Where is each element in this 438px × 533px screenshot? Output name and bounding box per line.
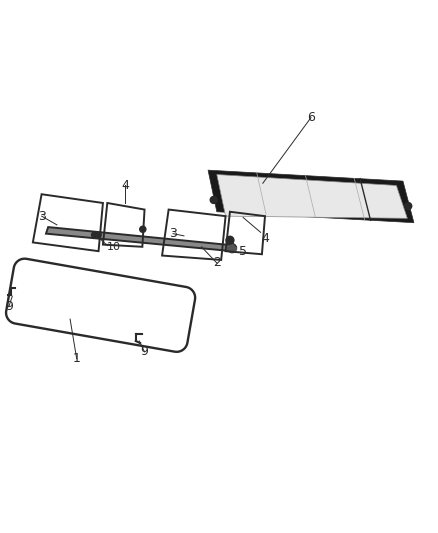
Polygon shape <box>217 174 407 219</box>
Text: 2: 2 <box>213 256 221 270</box>
Polygon shape <box>46 227 234 251</box>
Circle shape <box>228 244 237 253</box>
Text: 10: 10 <box>107 242 121 252</box>
Circle shape <box>140 226 146 232</box>
Polygon shape <box>208 170 414 223</box>
Text: 9: 9 <box>141 345 148 358</box>
Circle shape <box>210 197 217 204</box>
Circle shape <box>96 232 101 238</box>
Text: 1: 1 <box>73 352 81 365</box>
Text: 4: 4 <box>261 231 269 245</box>
Text: 9: 9 <box>5 300 13 313</box>
Text: 3: 3 <box>38 209 46 223</box>
Text: 3: 3 <box>169 227 177 240</box>
Text: 4: 4 <box>121 179 129 192</box>
Text: 5: 5 <box>239 245 247 257</box>
Circle shape <box>92 232 97 238</box>
Text: 6: 6 <box>307 111 315 124</box>
Circle shape <box>226 236 234 244</box>
Circle shape <box>405 203 412 209</box>
